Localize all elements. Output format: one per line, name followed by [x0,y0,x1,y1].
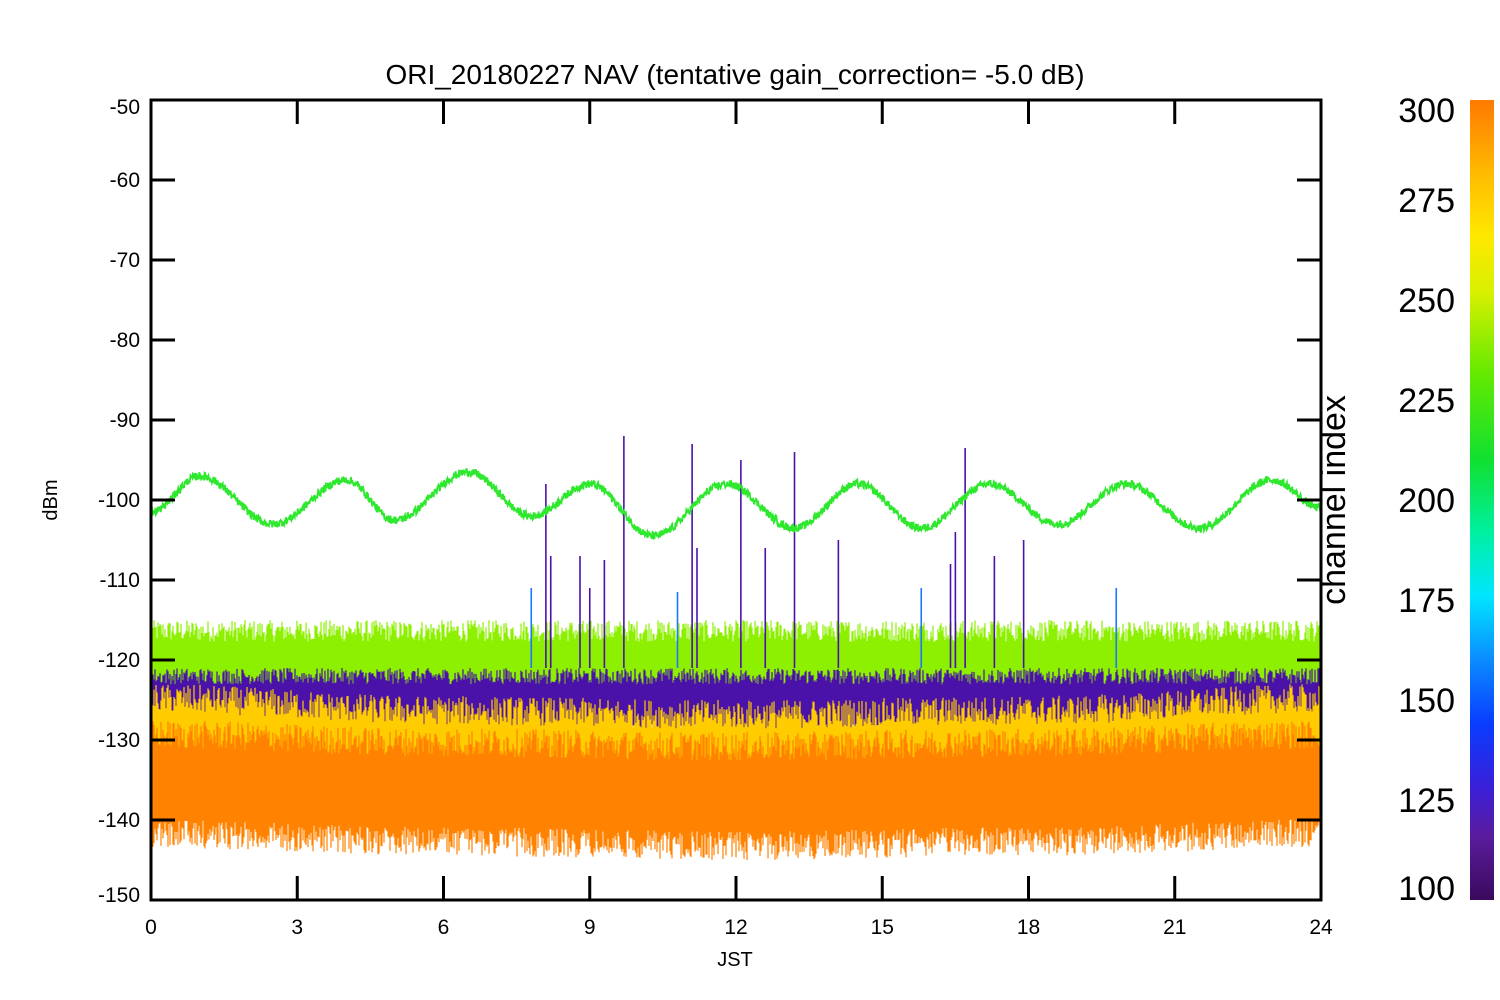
colorbar-tick-label: 275 [1398,182,1455,220]
noise-bands [151,620,1321,860]
x-tick-label: 21 [1163,916,1186,939]
band-ch260 [151,620,1321,716]
colorbar-tick-label: 150 [1398,682,1455,720]
x-tick-label: 9 [584,916,596,939]
colorbar-label: channel index [1315,395,1353,605]
y-tick-label: -60 [110,169,140,192]
colorbar [1470,100,1494,900]
y-tick-label: -140 [98,809,140,832]
y-tick-label: -150 [98,884,140,907]
chart-title: ORI_20180227 NAV (tentative gain_correct… [385,59,1084,90]
y-tick-label: -110 [100,569,140,592]
x-axis-label: JST [717,949,753,971]
y-tick-label: -130 [98,729,140,752]
channel-lines [151,467,1321,540]
colorbar-tick-label: 250 [1398,282,1455,320]
colorbar-tick-label: 100 [1398,870,1455,908]
y-tick-label: -80 [110,329,140,352]
x-tick-label: 6 [438,916,450,939]
y-tick-label: -120 [98,649,140,672]
x-tick-label: 12 [724,916,747,939]
x-tick-label: 15 [871,916,894,939]
colorbar-ticks: 300 275 250 225 200 175 150 125 100 [1398,92,1455,908]
band-ch295 [151,720,1321,860]
colorbar-tick-label: 125 [1398,782,1455,820]
y-tick-label: -90 [110,409,140,432]
x-axis: 0 3 6 9 12 15 18 21 24 [145,100,1333,939]
plot-area [151,436,1321,860]
x-tick-label: 18 [1017,916,1040,939]
x-tick-label: 0 [145,916,157,939]
colorbar-tick-label: 225 [1398,382,1455,420]
y-tick-label: -50 [110,96,140,119]
series-line-ch240 [151,467,1321,540]
colorbar-tick-label: 300 [1398,92,1455,130]
x-tick-label: 24 [1309,916,1333,939]
y-axis-label: dBm [40,479,62,520]
y-axis: -50 -60 -70 -80 -90 -100 -110 -120 -130 -140 -150 [98,96,1321,907]
colorbar-tick-label: 175 [1398,582,1455,620]
y-tick-label: -70 [110,249,140,272]
x-tick-label: 3 [291,916,303,939]
interference-spikes [530,436,1118,668]
y-tick-label: -100 [98,489,140,512]
colorbar-tick-label: 200 [1398,482,1455,520]
